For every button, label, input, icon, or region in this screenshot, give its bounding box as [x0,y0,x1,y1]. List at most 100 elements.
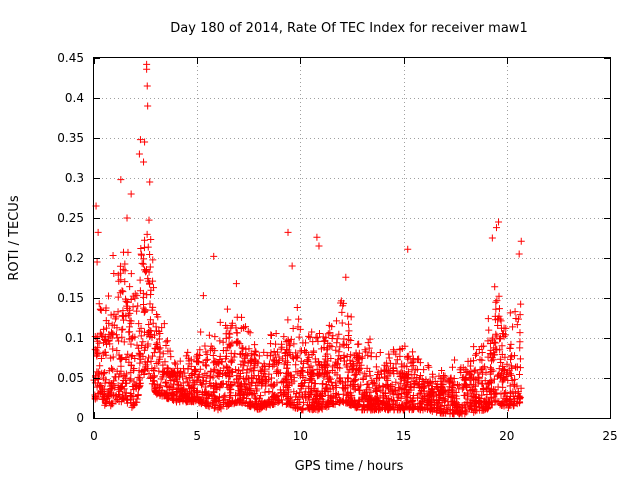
data-point [92,351,100,359]
data-point [175,386,183,394]
data-point [516,311,524,319]
data-point [308,328,316,336]
data-point [364,339,372,347]
data-point [149,284,157,292]
data-point [280,360,288,368]
data-point [122,389,130,397]
data-point [115,397,123,405]
data-point [280,377,288,385]
data-point [236,340,244,348]
data-point [169,384,177,392]
data-point [109,353,117,361]
data-point [101,379,109,387]
y-tick-label: 0 [76,411,84,425]
data-point [497,317,505,325]
y-tick-label: 0.3 [65,171,84,185]
data-point [218,358,226,366]
data-point [145,216,153,224]
data-point [384,372,392,380]
data-point [497,334,505,342]
data-point [514,393,522,401]
data-point [326,385,334,393]
data-point [160,368,168,376]
data-point [149,303,157,311]
data-point [125,335,133,343]
data-point [511,308,519,316]
data-point [257,392,265,400]
data-point [238,344,246,352]
data-point [209,400,217,408]
data-point [443,406,451,414]
data-point [450,402,458,410]
data-point [315,399,323,407]
data-point [289,324,297,332]
data-point [372,387,380,395]
data-point [468,385,476,393]
data-point [506,309,514,317]
data-point [344,375,352,383]
data-point [285,348,293,356]
data-point [244,327,252,335]
data-point [101,336,109,344]
data-point [215,360,223,368]
data-point [509,323,517,331]
data-point [314,387,322,395]
data-point [149,256,157,264]
data-point [348,399,356,407]
data-point [153,327,161,335]
data-point [152,384,160,392]
data-point [109,345,117,353]
data-point [335,330,343,338]
data-point [366,335,374,343]
data-point [240,391,248,399]
data-point [136,379,144,387]
data-point [516,355,524,363]
data-point [102,317,110,325]
data-point [250,351,258,359]
data-point [498,378,506,386]
data-point [127,399,135,407]
x-tick-label: 25 [602,429,617,443]
data-point [388,386,396,394]
data-point [385,354,393,362]
data-point [365,384,373,392]
data-point [497,359,505,367]
data-point [307,362,315,370]
data-point [119,325,127,333]
data-point [396,380,404,388]
data-point [312,405,320,413]
data-point [293,390,301,398]
y-tick-label: 0.2 [65,251,84,265]
data-point [139,293,147,301]
data-point [324,375,332,383]
data-point [513,363,521,371]
data-point [217,403,225,411]
data-point [144,275,152,283]
data-point [506,370,514,378]
data-point [118,333,126,341]
data-point [137,244,145,252]
data-point [380,392,388,400]
data-point [376,348,384,356]
data-point [416,372,424,380]
data-point [120,248,128,256]
data-point [296,388,304,396]
data-point [269,400,277,408]
data-point [147,236,155,244]
data-point [329,332,337,340]
data-point [269,356,277,364]
data-point [130,378,138,386]
data-point [315,369,323,377]
data-point [102,376,110,384]
data-point [372,363,380,371]
data-point [135,320,143,328]
data-point [407,359,415,367]
data-point [267,331,275,339]
data-point [498,350,506,358]
data-point [224,401,232,409]
data-point [485,399,493,407]
data-point [201,369,209,377]
data-point [185,385,193,393]
data-point [189,376,197,384]
data-point [125,323,133,331]
